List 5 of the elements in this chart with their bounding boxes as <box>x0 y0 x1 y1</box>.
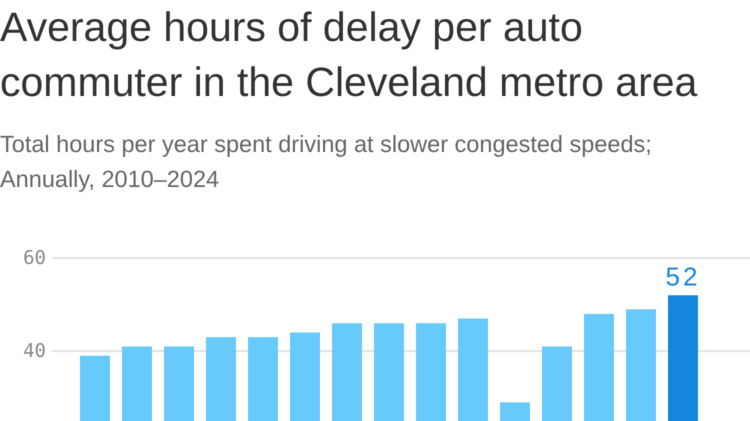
chart-subtitle: Total hours per year spent driving at slower congested speeds; Annually, 2010–2024 <box>0 130 653 194</box>
y-tick-label: 60 <box>23 247 46 269</box>
y-tick-label: 40 <box>23 340 46 362</box>
chart-title: Average hours of delay per auto commuter in the Cleveland metro area <box>0 3 698 107</box>
data-label: 52 <box>666 261 700 292</box>
